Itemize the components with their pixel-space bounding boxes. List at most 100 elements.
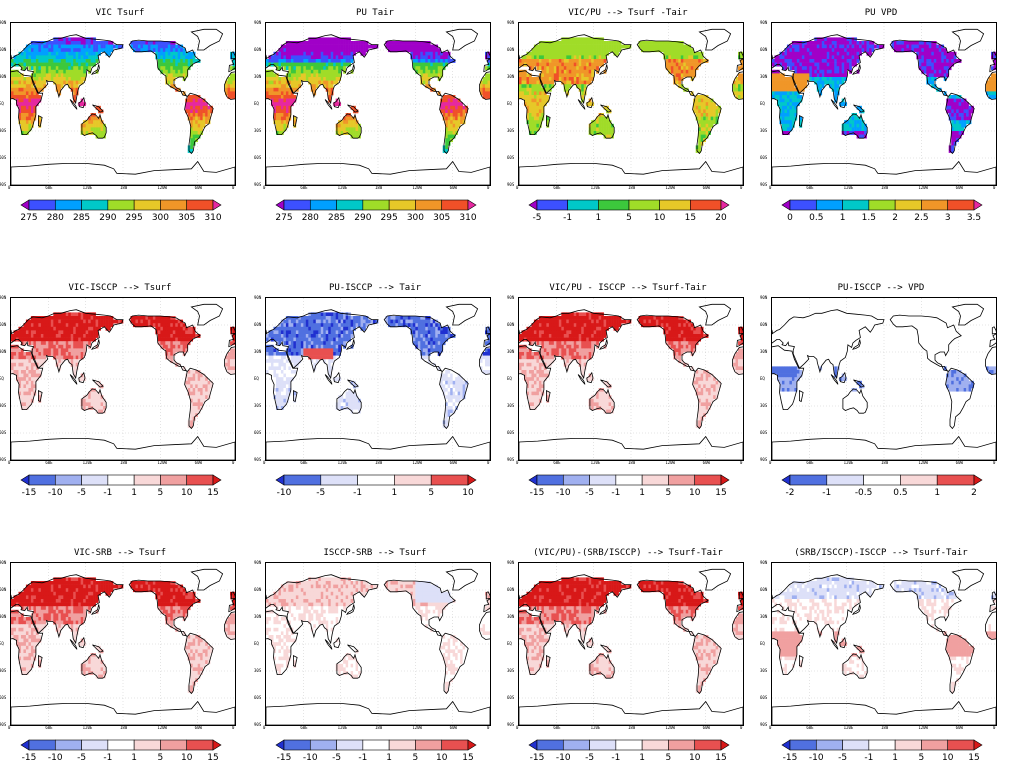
lon-tick-label: 0 bbox=[993, 460, 995, 465]
colorbar-tick-label: -15 bbox=[530, 488, 545, 498]
colorbar-tick-label: 1 bbox=[840, 213, 846, 223]
lat-tick-label: EQ bbox=[760, 101, 765, 106]
colorbar-tick-label: -15 bbox=[783, 753, 798, 763]
panel-title: PU-ISCCP --> Tair bbox=[255, 283, 495, 293]
colorbar-tick-label: 5 bbox=[666, 753, 672, 763]
world-map bbox=[771, 22, 997, 186]
lon-tick-label: 0 bbox=[769, 185, 771, 190]
lon-tick-label: 180 bbox=[881, 460, 888, 465]
lon-tick-label: 180 bbox=[120, 725, 127, 730]
lat-tick-label: 30S bbox=[760, 668, 767, 673]
colorbar-tick-label: -1 bbox=[103, 488, 112, 498]
lat-tick-label: 30N bbox=[254, 349, 261, 354]
colorbar-tick-label: 1.5 bbox=[862, 213, 876, 223]
lat-tick-label: 90S bbox=[0, 182, 6, 187]
lon-tick-label: 0 bbox=[232, 460, 234, 465]
colorbar-tick-label: 300 bbox=[407, 213, 424, 223]
lon-tick-label: 0 bbox=[516, 725, 518, 730]
lon-tick-label: 60E bbox=[553, 460, 560, 465]
colorbar-tick-label: 285 bbox=[328, 213, 345, 223]
colorbar-tick-label: 280 bbox=[47, 213, 64, 223]
panel-title: VIC-SRB --> Tsurf bbox=[0, 548, 240, 558]
lon-tick-label: 180 bbox=[120, 185, 127, 190]
colorbar-tick-label: 0.5 bbox=[809, 213, 823, 223]
lat-tick-label: 90S bbox=[0, 457, 6, 462]
colorbar-tick-label: -1 bbox=[103, 753, 112, 763]
panel-title: PU Tair bbox=[255, 8, 495, 18]
colorbar-tick-label: 10 bbox=[654, 213, 665, 223]
lon-tick-label: 0 bbox=[232, 185, 234, 190]
colorbar-tick-label: 10 bbox=[462, 488, 473, 498]
lon-tick-label: 180 bbox=[375, 185, 382, 190]
colorbar-tick-label: -10 bbox=[48, 488, 63, 498]
colorbar-tick-label: 5 bbox=[413, 753, 419, 763]
colorbar-tick-label: 310 bbox=[204, 213, 221, 223]
colorbar-tick-label: -5 bbox=[77, 753, 86, 763]
lon-tick-label: 0 bbox=[993, 725, 995, 730]
lat-tick-label: 60S bbox=[507, 695, 514, 700]
lat-tick-label: 60N bbox=[0, 47, 6, 52]
colorbar-tick-label: -10 bbox=[556, 488, 571, 498]
lat-tick-label: 30N bbox=[254, 614, 261, 619]
colorbar-tick-label: -10 bbox=[556, 753, 571, 763]
world-map bbox=[10, 297, 236, 461]
lat-tick-label: EQ bbox=[507, 376, 512, 381]
lon-tick-label: 120W bbox=[918, 460, 928, 465]
lat-tick-label: 30S bbox=[0, 403, 6, 408]
colorbar-tick-label: 5 bbox=[626, 213, 632, 223]
lon-tick-label: 0 bbox=[8, 725, 10, 730]
lon-tick-label: 60E bbox=[806, 460, 813, 465]
lon-tick-label: 0 bbox=[769, 725, 771, 730]
lat-tick-label: 60S bbox=[0, 430, 6, 435]
colorbar-tick-label: -1 bbox=[611, 753, 620, 763]
lon-tick-label: 120W bbox=[665, 185, 675, 190]
lat-tick-label: 90S bbox=[0, 722, 6, 727]
lon-tick-label: 120E bbox=[83, 185, 93, 190]
colorbar-tick-label: 5 bbox=[158, 488, 164, 498]
lon-tick-label: 120W bbox=[157, 460, 167, 465]
lon-tick-label: 120W bbox=[412, 185, 422, 190]
colorbar-tick-label: 1 bbox=[595, 213, 601, 223]
lon-tick-label: 60W bbox=[195, 460, 202, 465]
lon-tick-label: 0 bbox=[516, 185, 518, 190]
lat-tick-label: EQ bbox=[254, 376, 259, 381]
lon-tick-label: 0 bbox=[740, 725, 742, 730]
lon-tick-label: 60W bbox=[450, 460, 457, 465]
lat-tick-label: 30N bbox=[760, 349, 767, 354]
colorbar-tick-label: -5 bbox=[316, 488, 325, 498]
lat-tick-label: 30S bbox=[254, 403, 261, 408]
lon-tick-label: 0 bbox=[740, 185, 742, 190]
lat-tick-label: 60S bbox=[760, 155, 767, 160]
world-map bbox=[518, 562, 744, 726]
colorbar-tick-label: 3 bbox=[945, 213, 951, 223]
lat-tick-label: 30N bbox=[760, 614, 767, 619]
panel-title: VIC Tsurf bbox=[0, 8, 240, 18]
panel-title: PU VPD bbox=[761, 8, 1001, 18]
lat-tick-label: 60N bbox=[254, 587, 261, 592]
lat-tick-label: 60N bbox=[760, 587, 767, 592]
lon-tick-label: 0 bbox=[769, 460, 771, 465]
colorbar-tick-label: 305 bbox=[178, 213, 195, 223]
lon-tick-label: 60W bbox=[195, 185, 202, 190]
colorbar-tick-label: -10 bbox=[277, 488, 292, 498]
colorbar-tick-label: -1 bbox=[611, 488, 620, 498]
lat-tick-label: 90N bbox=[0, 295, 6, 300]
colorbar-tick-label: 5 bbox=[158, 753, 164, 763]
lat-tick-label: 90S bbox=[254, 457, 261, 462]
lat-tick-label: 30N bbox=[0, 614, 6, 619]
lon-tick-label: 60E bbox=[45, 460, 52, 465]
lat-tick-label: 90S bbox=[254, 182, 261, 187]
colorbar-tick-label: -10 bbox=[303, 753, 318, 763]
colorbar-tick-label: 280 bbox=[302, 213, 319, 223]
